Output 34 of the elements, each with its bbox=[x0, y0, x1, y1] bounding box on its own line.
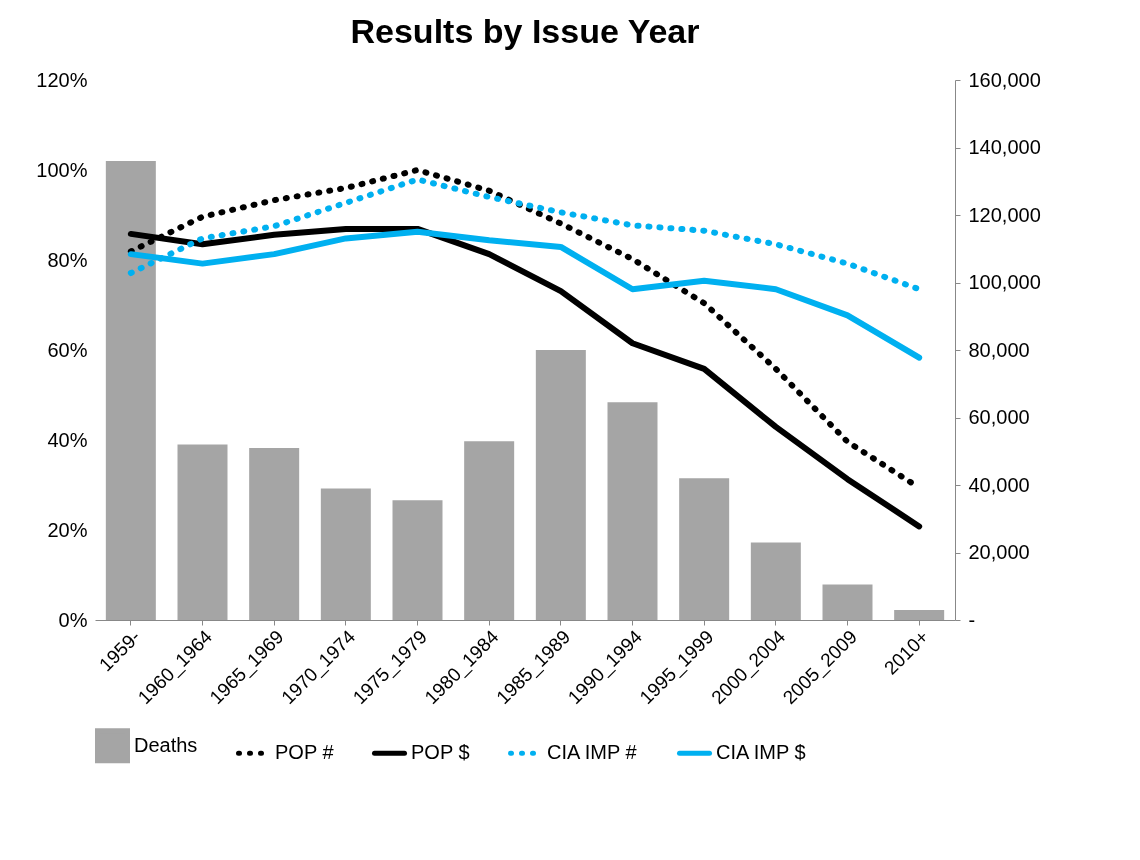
y-tick-label: 20% bbox=[47, 518, 88, 541]
bar bbox=[607, 402, 658, 620]
bar bbox=[177, 444, 228, 620]
y-tick-label: 60% bbox=[47, 338, 88, 361]
bar bbox=[750, 542, 801, 620]
legend-label: POP # bbox=[275, 741, 335, 764]
y-tick-label: 40% bbox=[47, 428, 88, 451]
y2-tick-label: 40,000 bbox=[968, 473, 1030, 496]
bar bbox=[464, 441, 515, 620]
y2-tick-label: 160,000 bbox=[968, 68, 1041, 91]
y2-tick-label: 80,000 bbox=[968, 338, 1030, 361]
y-tick-label: 0% bbox=[58, 608, 88, 631]
bar bbox=[535, 350, 586, 620]
legend-label: CIA IMP $ bbox=[716, 741, 806, 764]
y2-tick-label: - bbox=[968, 608, 976, 631]
y2-tick-label: 140,000 bbox=[968, 136, 1041, 158]
legend-label: POP $ bbox=[411, 741, 470, 764]
legend-label: CIA IMP # bbox=[547, 741, 638, 764]
y2-tick-label: 20,000 bbox=[968, 541, 1030, 563]
y-tick-label: 80% bbox=[47, 248, 88, 271]
chart-title: Results by Issue Year bbox=[350, 12, 700, 50]
bar bbox=[822, 584, 873, 620]
bar bbox=[320, 488, 371, 620]
y-tick-label: 120% bbox=[36, 68, 88, 91]
y2-tick-label: 100,000 bbox=[968, 271, 1041, 293]
y2-tick-label: 120,000 bbox=[968, 203, 1041, 226]
y2-tick-label: 60,000 bbox=[968, 406, 1030, 428]
bar bbox=[249, 447, 300, 620]
legend-label: Deaths bbox=[134, 733, 198, 756]
bar bbox=[894, 609, 945, 620]
bar bbox=[392, 500, 443, 620]
bar bbox=[105, 161, 156, 620]
bar bbox=[679, 478, 730, 620]
y-tick-label: 100% bbox=[36, 158, 88, 181]
